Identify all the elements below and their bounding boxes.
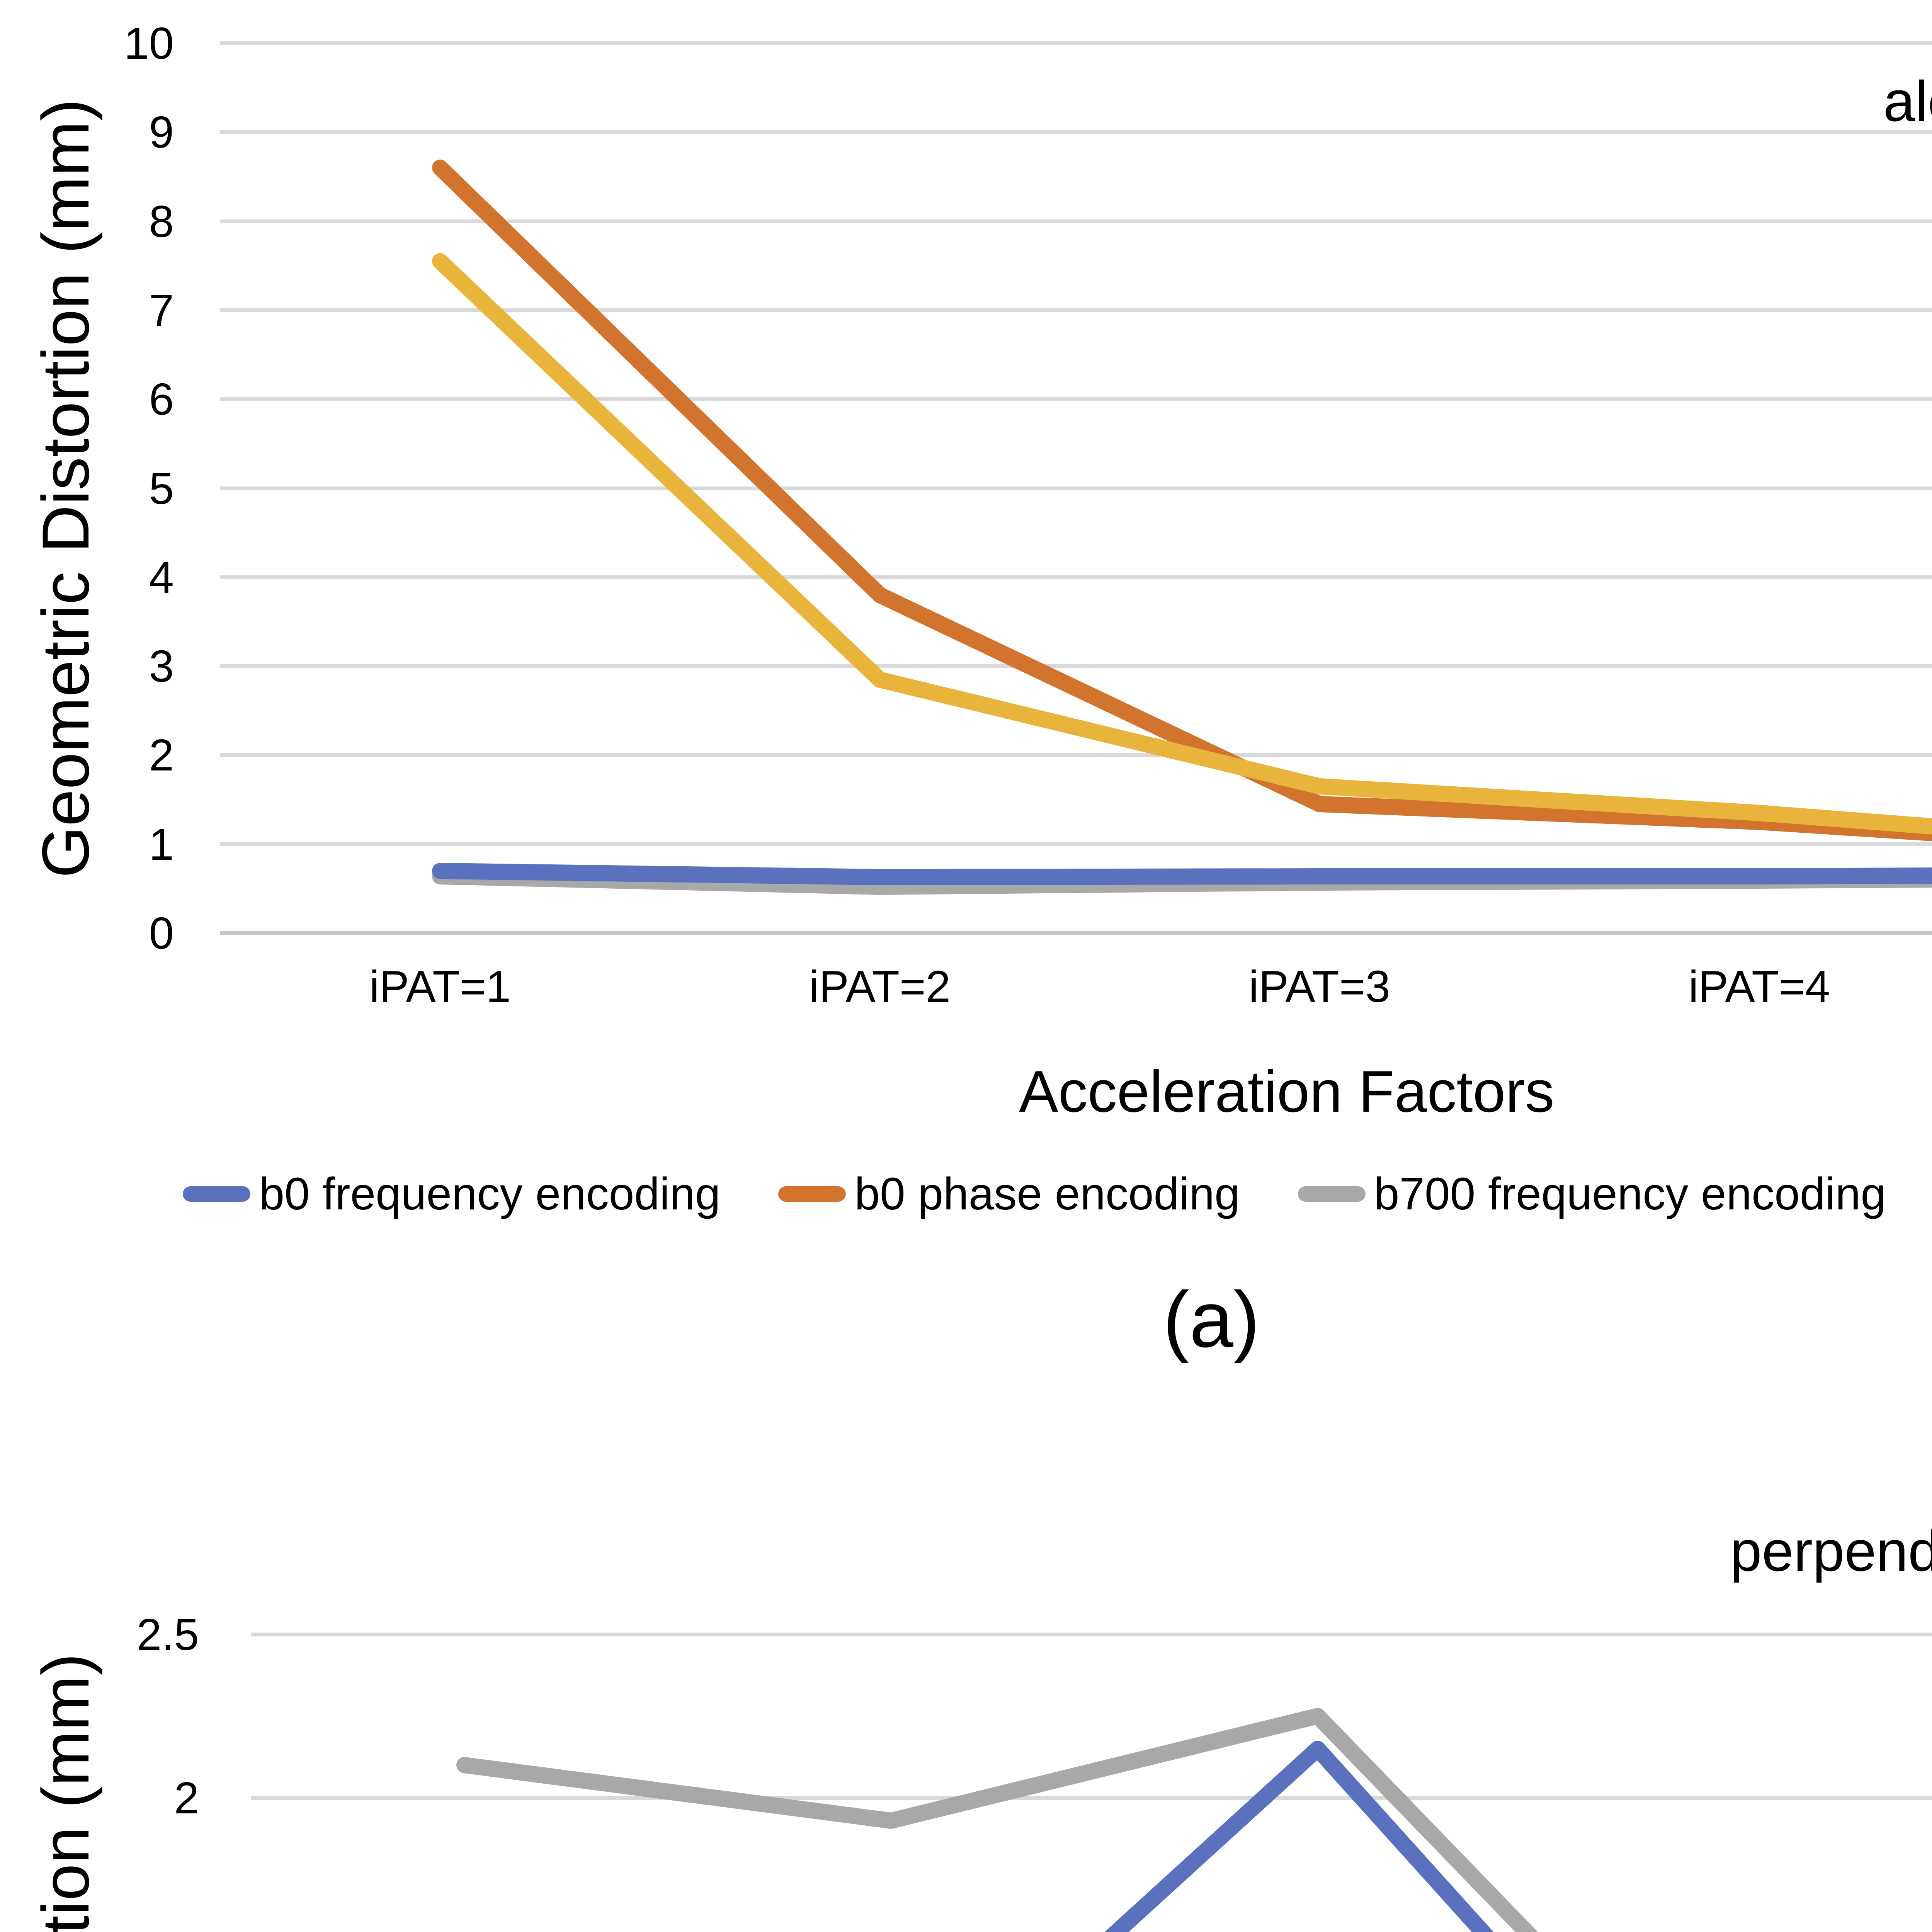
- series-line-b0-phase-encoding: [1104, 1741, 1494, 1932]
- series-line-b0-frequency-encoding: [432, 863, 1932, 885]
- y-tick-label-3: 3: [149, 641, 174, 691]
- chart-a-title: along the bore: [1883, 70, 1932, 133]
- y-tick-label-4: 4: [149, 552, 174, 602]
- chart-a-caption: (a): [1163, 1275, 1260, 1364]
- legend-marker-icon: [1298, 1186, 1366, 1202]
- legend-label: b0 phase encoding: [854, 1168, 1240, 1219]
- y-tick-label-5: 5: [149, 463, 174, 514]
- y-tick-label-7: 7: [149, 285, 174, 335]
- y-tick-label-2.5: 2.5: [136, 1609, 199, 1660]
- chart-a-x-axis-title: Acceleration Factors: [1019, 1059, 1554, 1124]
- legend-item-b700-frequency-encoding: b700 frequency encoding: [1298, 1171, 1886, 1217]
- series-line-b700-phase-encoding: [432, 253, 1932, 835]
- y-tick-label-2: 2: [149, 730, 174, 780]
- x-tick-label-iPAT=4: iPAT=4: [1688, 961, 1830, 1012]
- x-tick-label-iPAT=1: iPAT=1: [369, 961, 511, 1012]
- y-tick-label-8: 8: [149, 196, 174, 247]
- y-tick-label-1: 1: [149, 819, 174, 869]
- y-tick-label-0: 0: [149, 908, 174, 958]
- y-tick-label-9: 9: [149, 107, 174, 157]
- chart-a-legend: b0 frequency encoding b0 phase encoding b7…: [183, 1171, 1932, 1217]
- series-line-b700-phase-encoding: [456, 1708, 1538, 1932]
- x-tick-label-iPAT=2: iPAT=2: [809, 961, 951, 1012]
- y-tick-label-6: 6: [149, 374, 174, 424]
- y-tick-label-10: 10: [124, 18, 174, 68]
- legend-label: b700 frequency encoding: [1374, 1168, 1886, 1219]
- legend-item-b0-phase-encoding: b0 phase encoding: [778, 1171, 1240, 1217]
- legend-label: b0 frequency encoding: [259, 1168, 721, 1219]
- y-tick-label-2: 2: [174, 1773, 199, 1823]
- chart-b-title: perpendicular to the bore: [1730, 1519, 1932, 1583]
- x-tick-label-iPAT=3: iPAT=3: [1248, 961, 1391, 1012]
- legend-marker-icon: [778, 1186, 846, 1202]
- legend-marker-icon: [183, 1186, 251, 1202]
- legend-item-b0-frequency-encoding: b0 frequency encoding: [183, 1171, 720, 1217]
